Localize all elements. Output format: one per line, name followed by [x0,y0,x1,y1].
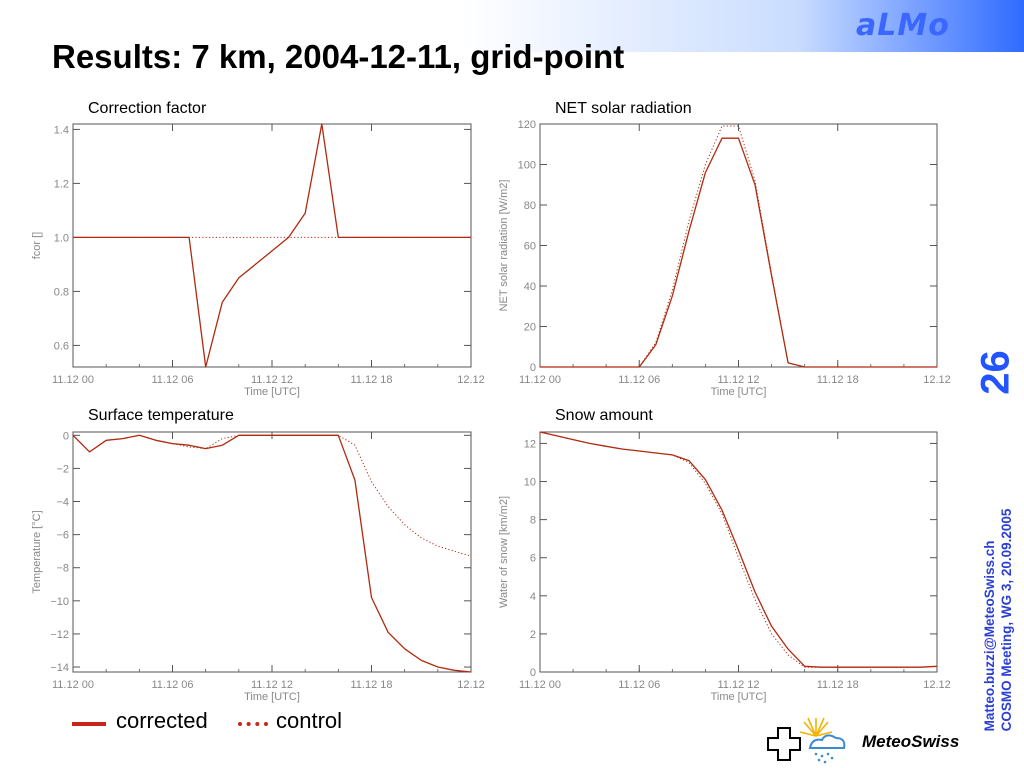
x-tick-label: 11.12 06 [618,679,660,691]
x-axis-label: Time [UTC] [711,691,767,703]
x-tick-label: 11.12 06 [151,679,193,691]
x-tick-label: 12.12 [457,679,485,691]
header-band [0,0,1024,52]
y-tick-label: 80 [524,200,536,212]
y-tick-label: 0.8 [54,286,69,298]
y-tick-label: 12 [524,438,536,450]
y-tick-label: −10 [50,596,69,608]
y-tick-label: 0.6 [54,340,69,352]
series-line-corrected [540,137,937,368]
x-axis-label: Time [UTC] [244,386,300,398]
legend-swatch-corrected [72,722,106,726]
y-tick-label: −4 [56,497,69,509]
chart-title-temperature: Surface temperature [88,407,234,424]
y-tick-label: −8 [56,563,69,575]
y-tick-label: 1.2 [54,178,69,190]
y-tick-label: 4 [530,591,536,603]
x-tick-label: 12.12 [923,679,951,691]
y-axis-label: Water of snow [km/m2] [498,496,510,608]
y-tick-label: 6 [530,553,536,565]
x-tick-label: 11.12 12 [251,679,293,691]
series-line-corrected [72,434,472,673]
y-tick-label: 1.4 [54,124,69,136]
slide-title: Results: 7 km, 2004-12-11, grid-point [52,38,625,75]
logo-text: MeteoSwiss [862,732,960,751]
series-line-corrected [539,431,938,668]
x-tick-label: 11.12 00 [52,679,94,691]
series-line-corrected [73,123,471,368]
y-tick-label: 0 [63,430,69,442]
plot-frame [539,431,938,673]
x-tick-label: 11.12 18 [350,679,392,691]
y-tick-label: 40 [524,281,536,293]
legend-label-corrected: corrected [116,708,208,733]
y-tick-label: 2 [530,629,536,641]
sidebar-band [970,52,1024,768]
y-tick-label: 0 [530,667,536,679]
x-tick-label: 11.12 06 [151,374,193,386]
y-tick-label: 20 [524,322,536,334]
y-tick-label: −14 [50,662,69,674]
y-tick-label: 10 [524,477,536,489]
x-axis-label: Time [UTC] [244,691,300,703]
legend-label-control: control [276,708,343,733]
y-tick-label: 60 [524,241,536,253]
x-tick-label: 11.12 12 [717,374,759,386]
x-tick-label: 12.12 [457,374,485,386]
x-axis-label: Time [UTC] [711,386,767,398]
y-tick-label: 120 [518,119,536,131]
x-tick-label: 11.12 12 [717,679,759,691]
x-tick-label: 11.12 06 [618,374,660,386]
chart-title-snow: Snow amount [555,407,653,424]
y-tick-label: −2 [56,463,69,475]
y-tick-label: 8 [530,515,536,527]
chart-title-correction: Correction factor [88,100,207,117]
y-axis-label: NET solar radiation [W/m2] [498,180,510,312]
brand-logo-text: aLMo [856,8,950,43]
x-tick-label: 11.12 18 [817,374,859,386]
x-tick-label: 11.12 18 [350,374,392,386]
y-tick-label: 1.0 [54,232,69,244]
chart-title-solar: NET solar radiation [555,100,692,117]
y-tick-label: 100 [518,160,536,172]
y-tick-label: −12 [50,629,69,641]
x-tick-label: 11.12 18 [817,679,859,691]
y-axis-label: fcor [] [31,232,43,260]
x-tick-label: 11.12 12 [251,374,293,386]
x-tick-label: 11.12 00 [52,374,94,386]
meteoswiss-logo-icon [767,717,846,764]
y-tick-label: −6 [56,530,69,542]
x-tick-label: 12.12 [923,374,951,386]
y-axis-label: Temperature [°C] [31,510,43,593]
legend-swatch-control [238,722,268,726]
y-tick-label: 0 [530,362,536,374]
x-tick-label: 11.12 00 [519,374,561,386]
x-tick-label: 11.12 00 [519,679,561,691]
